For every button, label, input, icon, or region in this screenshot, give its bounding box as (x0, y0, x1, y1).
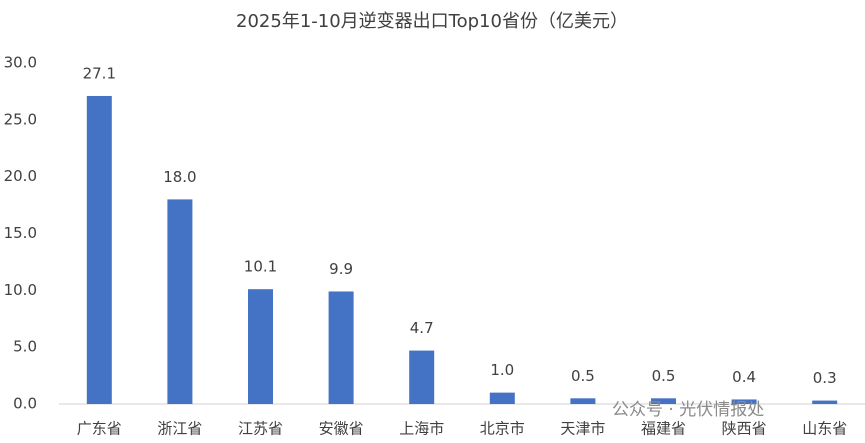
y-tick-label: 30.0 (4, 54, 37, 72)
y-tick-label: 5.0 (13, 338, 37, 356)
x-tick-label: 陕西省 (722, 420, 767, 438)
watermark: 公众号 · 光伏情报处 (612, 400, 764, 420)
bar (489, 392, 515, 404)
y-tick-label: 15.0 (4, 224, 37, 242)
x-tick-label: 福建省 (641, 420, 686, 438)
bar (409, 350, 435, 404)
x-tick-label: 山东省 (802, 420, 847, 438)
x-tick-label: 上海市 (399, 420, 444, 438)
value-label: 1.0 (490, 361, 514, 379)
x-tick-label: 北京市 (480, 420, 525, 438)
bar (248, 289, 273, 404)
value-label: 0.5 (571, 367, 595, 385)
value-label: 0.5 (652, 367, 676, 385)
x-tick-label: 安徽省 (319, 420, 364, 438)
chart-title: 2025年1-10月逆变器出口Top10省份（亿美元） (236, 11, 628, 32)
value-label: 0.3 (813, 369, 837, 387)
value-label: 4.7 (410, 319, 434, 337)
value-label: 10.1 (244, 258, 277, 276)
x-tick-label: 江苏省 (238, 420, 283, 438)
bar (812, 400, 838, 404)
x-tick-label: 广东省 (77, 420, 122, 438)
bar (167, 199, 193, 404)
y-tick-label: 25.0 (4, 110, 37, 128)
bar (328, 291, 354, 404)
value-label: 18.0 (163, 168, 196, 186)
value-label: 27.1 (83, 64, 116, 82)
value-label: 9.9 (329, 260, 353, 278)
x-tick-label: 浙江省 (157, 420, 202, 438)
bar (86, 95, 112, 405)
value-label: 0.4 (732, 368, 756, 386)
y-tick-label: 20.0 (4, 167, 37, 185)
bar (651, 398, 676, 404)
x-tick-label: 天津市 (560, 420, 605, 438)
y-tick-label: 0.0 (13, 395, 37, 413)
bar (731, 399, 757, 404)
y-tick-label: 10.0 (4, 281, 37, 299)
bar (570, 398, 596, 404)
